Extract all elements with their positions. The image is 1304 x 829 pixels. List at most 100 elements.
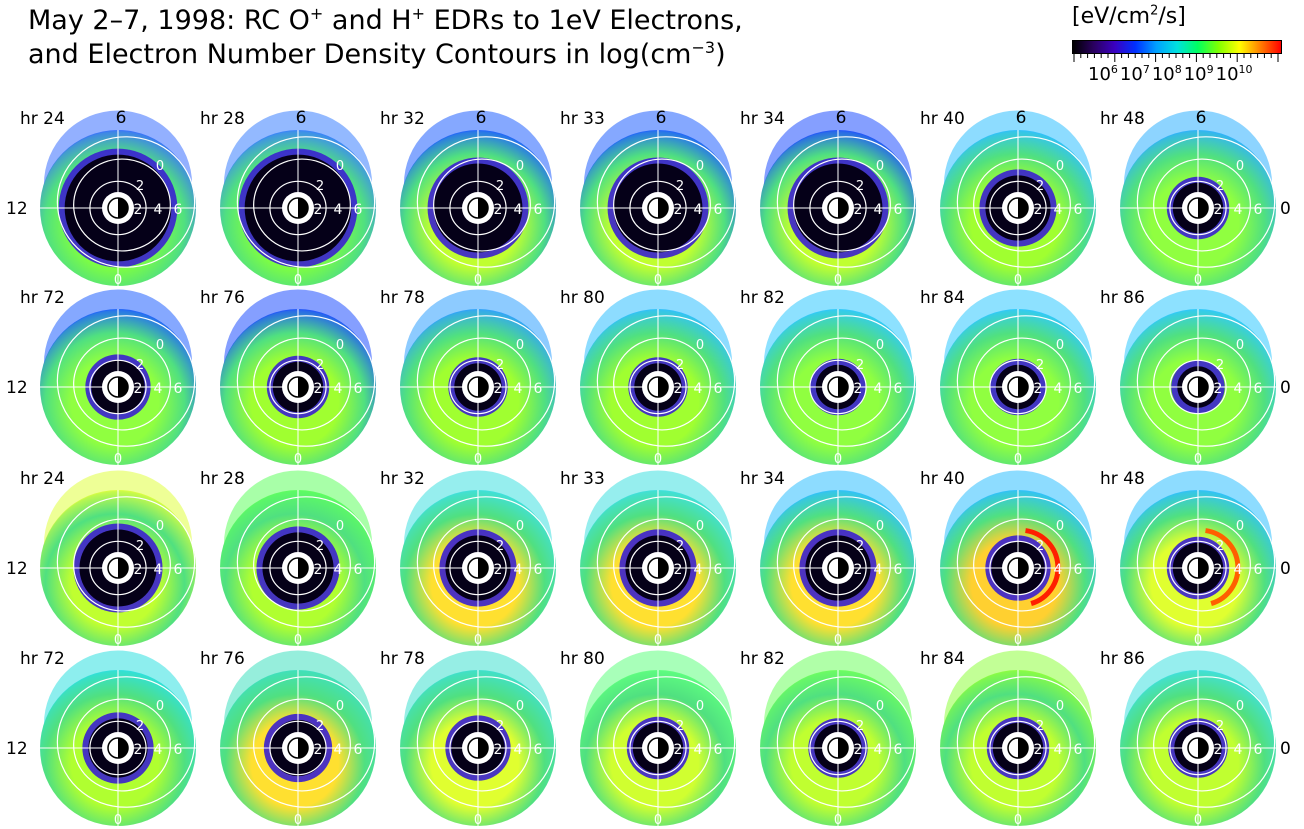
density-contour [56,136,196,268]
radial-tick-label: 6 [354,562,363,578]
earth-night-side [1018,377,1028,397]
contour-label: 0 [696,338,704,353]
contour-label: 2 [1036,179,1044,194]
heatmap-ring-highlight [1025,528,1061,606]
contour-label: 0 [516,699,524,714]
heatmap-band [43,110,193,185]
earth-night-side [118,558,128,578]
density-contour [776,676,916,808]
contour-label: 0 [516,338,524,353]
contour-label: 0 [294,452,302,467]
radial-tick-label: 4 [514,562,523,578]
radial-tick-label: 6 [1254,562,1263,578]
density-contour [56,315,196,447]
heatmap-band [403,289,553,364]
title-sup: + [411,4,425,23]
heatmap-band [223,650,373,725]
radial-tick-label: 2 [1214,562,1223,578]
radial-tick-label: 6 [714,381,723,397]
title-text: May 2–7, 1998: RC O [28,5,310,36]
radial-tick-label: 6 [894,202,903,218]
mlt-label-right: 0 [1280,739,1291,759]
heatmap-band [763,650,913,725]
panel-time-label: hr 24 [20,469,65,489]
density-contour [253,158,351,252]
contour-label: 0 [876,338,884,353]
radial-tick-label: 6 [354,742,363,758]
colorbar [1072,40,1282,54]
contour-label: 2 [676,539,684,554]
radial-tick-label: 4 [694,562,703,578]
density-contour [776,136,916,268]
radial-tick-label: 6 [174,742,183,758]
contour-label: 0 [1014,633,1022,648]
radial-tick-label: 4 [154,381,163,397]
density-contour [253,518,351,612]
contour-label: 0 [654,273,662,288]
radial-tick-label: 2 [854,742,863,758]
radial-tick-label: 6 [714,742,723,758]
mlt-label-left: 12 [6,199,28,219]
panel-time-label: hr 78 [380,288,425,308]
contour-label: 0 [654,633,662,648]
earth-night-side [298,738,308,758]
mlt-label-top: 6 [476,108,487,128]
contour-label: 0 [336,338,344,353]
radial-tick-label: 6 [174,562,183,578]
contour-label: 0 [696,699,704,714]
radial-tick-label: 4 [874,202,883,218]
density-contour [793,158,891,252]
density-contour [776,496,916,628]
radial-tick-label: 6 [894,742,903,758]
radial-tick-label: 2 [1214,202,1223,218]
radial-tick-label: 2 [134,202,143,218]
radial-tick-label: 2 [1034,202,1043,218]
earth-night-side [1198,198,1208,218]
earth-night-side [298,558,308,578]
panel-time-label: hr 80 [560,288,605,308]
colorbar-tick: 107 [1119,63,1150,85]
contour-label: 2 [676,719,684,734]
heatmap-band [403,650,553,725]
panel-time-label: hr 24 [20,109,65,129]
earth-night-side [658,198,668,218]
density-contour [596,676,736,808]
radial-tick-label: 2 [1034,562,1043,578]
radial-tick-label: 4 [1054,202,1063,218]
contour-label: 0 [156,338,164,353]
colorbar-tick-labels: 106 107 108 109 1010 [1088,64,1255,85]
density-contour [1153,518,1251,612]
panel-time-label: hr 82 [740,649,785,669]
heatmap-band [223,289,373,364]
radial-tick-label: 6 [1254,202,1263,218]
chart-title: May 2–7, 1998: RC O+ and H+ EDRs to 1eV … [28,4,743,72]
radial-tick-label: 2 [134,562,143,578]
density-contour [596,315,736,447]
contour-label: 2 [316,719,324,734]
density-contour [956,496,1096,628]
colorbar-minor-ticks [1073,54,1279,62]
mlt-label-top: 6 [116,108,127,128]
colorbar-tick: 109 [1183,63,1214,85]
radial-tick-label: 2 [674,202,683,218]
panel-time-label: hr 48 [1100,109,1145,129]
radial-tick-label: 6 [894,381,903,397]
radial-tick-label: 6 [174,202,183,218]
title-sup: −3 [691,38,716,57]
radial-tick-label: 2 [1034,381,1043,397]
contour-label: 2 [496,358,504,373]
radial-tick-label: 2 [314,202,323,218]
contour-label: 0 [1056,519,1064,534]
heatmap-band [43,470,193,545]
radial-tick-label: 4 [874,562,883,578]
earth-night-side [838,558,848,578]
contour-label: 2 [136,179,144,194]
radial-tick-label: 2 [854,381,863,397]
contour-label: 2 [316,539,324,554]
